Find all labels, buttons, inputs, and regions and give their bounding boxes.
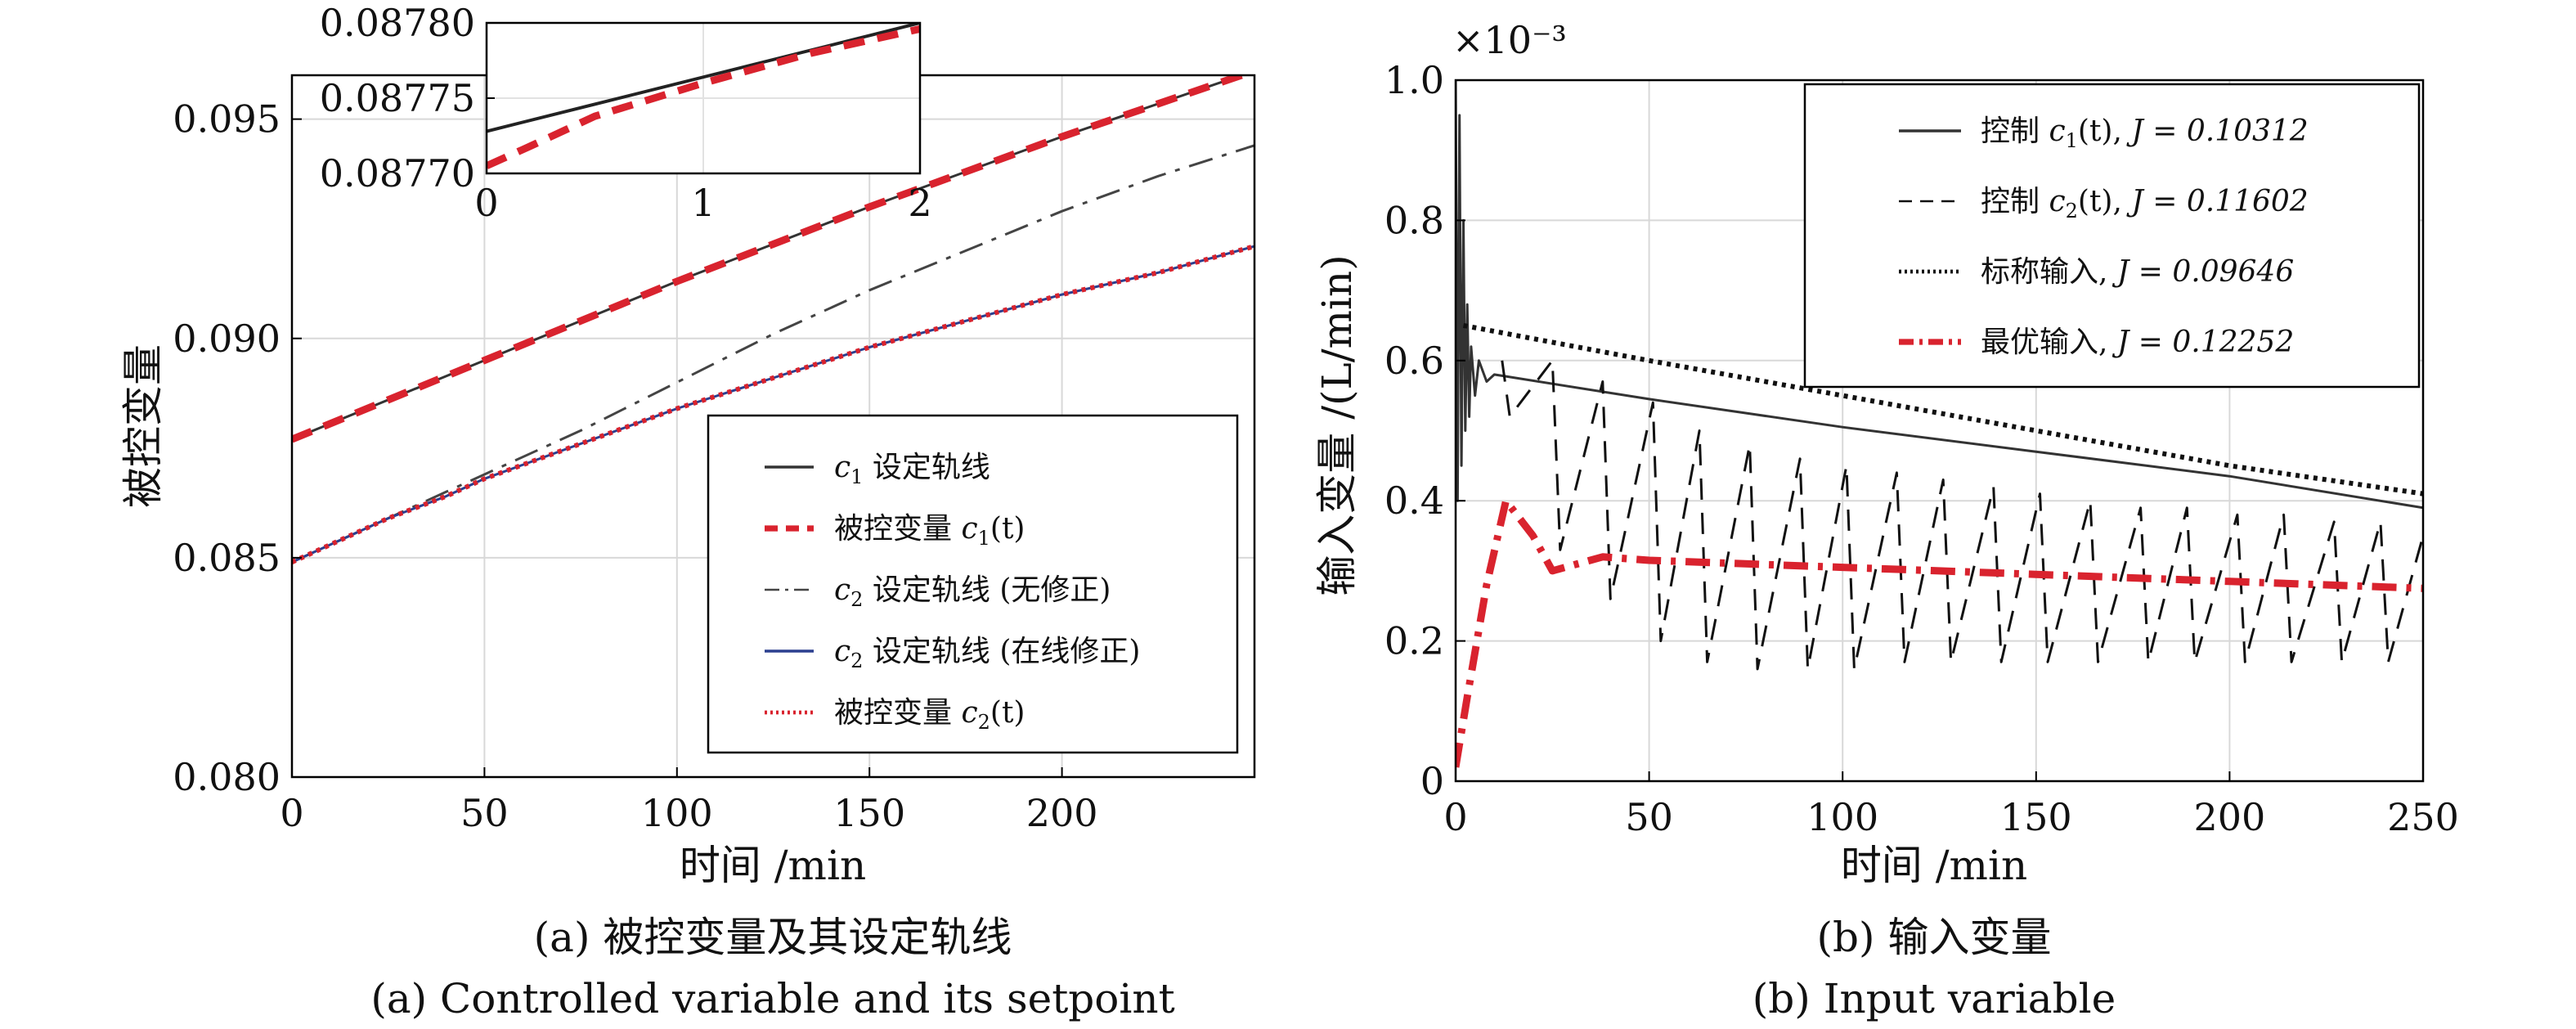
chart-a: 0 50 100 150 200 0.080 0.085 0.090 0.095 时间 /min… <box>119 1 1256 1022</box>
legend-label: 控制 c2(t), J = 0.11602 <box>1981 185 2309 222</box>
x-tick-label: 100 <box>1806 795 1878 839</box>
chart-a-caption-en: (a) Controlled variable and its setpoint <box>370 975 1174 1022</box>
x-tick-label: 50 <box>460 791 509 835</box>
x-tick-label: 150 <box>833 791 905 835</box>
x-tick-label: 200 <box>2193 795 2265 839</box>
inset-x-tick-label: 2 <box>908 181 931 225</box>
chart-b: 0 50 100 150 200 250 0 0.2 0.4 0.6 0.8 1.0 ×10⁻³ 时间… <box>1313 18 2459 1022</box>
series-line <box>292 75 1254 443</box>
series-line <box>292 244 1254 564</box>
x-tick-label: 100 <box>641 791 713 835</box>
legend-label: c2 设定轨线 (无修正) <box>834 573 1111 611</box>
inset-y-tick-label: 0.08780 <box>320 1 475 45</box>
x-tick-label: 0 <box>1443 795 1467 839</box>
y-tick-label: 0 <box>1420 759 1444 803</box>
legend-label: 最优输入, J = 0.12252 <box>1981 326 2294 359</box>
chart-b-xlabel: 时间 /min <box>1841 842 2027 889</box>
inset-x-tick-label: 1 <box>691 181 715 225</box>
x-tick-label: 50 <box>1625 795 1673 839</box>
legend-label: c2 设定轨线 (在线修正) <box>834 635 1140 672</box>
legend-label: 控制 c1(t), J = 0.10312 <box>1981 115 2309 152</box>
chart-b-multiplier: ×10⁻³ <box>1452 18 1567 62</box>
chart-a-inset: 0 1 2 0.08770 0.08775 0.08780 <box>320 1 932 225</box>
legend-label: 标称输入, J = 0.09646 <box>1981 255 2294 289</box>
x-tick-label: 0 <box>280 791 303 835</box>
series-line <box>1456 497 2423 768</box>
chart-a-xlabel: 时间 /min <box>680 842 866 889</box>
chart-a-ylabel: 被控变量 <box>119 344 167 508</box>
legend-label: 被控变量 c2(t) <box>834 696 1025 734</box>
inset-y-tick-label: 0.08770 <box>320 151 475 195</box>
y-tick-label: 0.2 <box>1384 619 1444 663</box>
y-tick-label: 0.4 <box>1384 479 1444 523</box>
chart-b-frame <box>1454 79 2425 783</box>
chart-b-ylabel: 输入变量 /(L/min) <box>1313 254 1361 595</box>
series-line <box>1501 359 2423 671</box>
x-tick-label: 250 <box>2387 795 2459 839</box>
chart-b-caption-en: (b) Input variable <box>1752 975 2116 1022</box>
y-tick-label: 0.085 <box>173 536 280 580</box>
chart-b-caption-cn: (b) 输入变量 <box>1817 914 2052 961</box>
y-tick-label: 1.0 <box>1384 58 1444 102</box>
series-line <box>1456 80 2423 510</box>
series-line <box>1462 322 2423 497</box>
inset-series-line <box>487 23 920 133</box>
y-tick-label: 0.090 <box>173 317 280 361</box>
x-tick-label: 150 <box>2000 795 2072 839</box>
x-tick-label: 200 <box>1026 791 1098 835</box>
y-tick-label: 0.095 <box>173 97 280 142</box>
y-tick-label: 0.8 <box>1384 198 1444 242</box>
inset-series-line <box>487 25 920 169</box>
y-tick-label: 0.6 <box>1384 339 1444 383</box>
legend-label: c1 设定轨线 <box>834 451 990 488</box>
chart-a-caption-cn: (a) 被控变量及其设定轨线 <box>534 914 1012 961</box>
inset-x-tick-label: 0 <box>474 181 498 225</box>
y-tick-label: 0.080 <box>173 755 280 799</box>
legend-label: 被控变量 c1(t) <box>834 512 1025 550</box>
chart-b-legend: 控制 c1(t), J = 0.10312 控制 c2(t), J = 0.116… <box>1803 83 2421 389</box>
inset-y-tick-label: 0.08775 <box>320 76 475 120</box>
